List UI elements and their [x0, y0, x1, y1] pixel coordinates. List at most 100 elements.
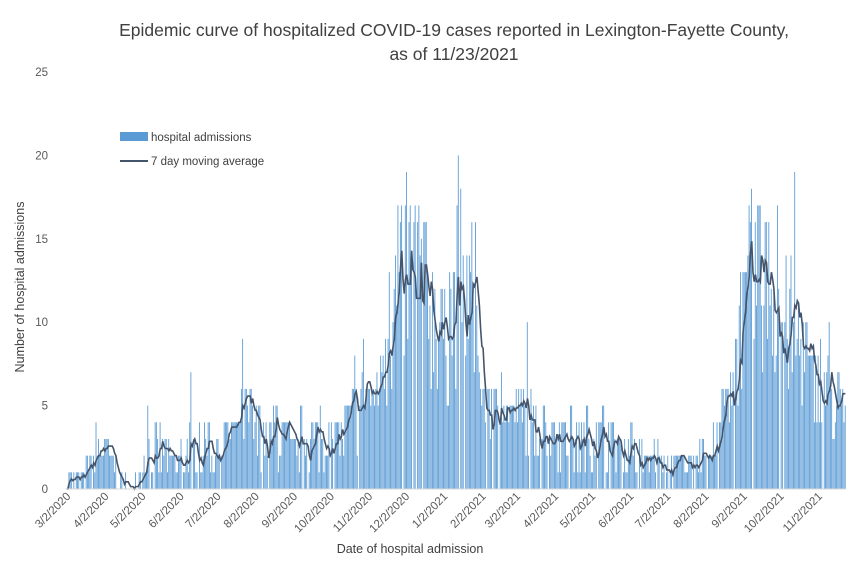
admission-bar: [657, 438, 659, 489]
admission-bar: [563, 422, 565, 489]
admission-bar: [810, 355, 812, 489]
x-tick-label: 4/2/2021: [521, 491, 561, 531]
admission-bar: [120, 472, 122, 489]
admission-bar: [423, 222, 425, 489]
admission-bar: [653, 438, 655, 489]
admission-bar: [385, 338, 387, 489]
admission-bar: [439, 322, 441, 489]
admission-bar: [360, 388, 362, 489]
admission-bar: [546, 455, 548, 489]
admission-bar: [332, 438, 334, 489]
admission-bar: [207, 422, 209, 489]
admission-bar: [552, 422, 554, 489]
admission-bar: [730, 372, 732, 489]
admission-bar: [201, 472, 203, 489]
admission-bar: [551, 422, 553, 489]
admission-bar: [223, 422, 225, 489]
admission-bar: [687, 472, 688, 489]
admission-bar: [778, 288, 780, 489]
admission-bar: [168, 438, 170, 489]
admission-bar: [618, 438, 619, 489]
x-tick-label: 10/2/2020: [292, 491, 337, 536]
admission-bar: [102, 455, 104, 489]
admission-bar: [817, 355, 819, 489]
admission-bar: [703, 438, 704, 489]
x-tick-label: 3/2/2021: [483, 491, 523, 531]
admission-bar: [90, 455, 92, 489]
admission-bar: [537, 455, 539, 489]
admission-bar: [636, 472, 638, 489]
admission-bar: [795, 355, 797, 489]
admission-bar: [78, 472, 80, 489]
admission-bar: [807, 355, 809, 489]
admission-bar: [586, 405, 587, 489]
admission-bar: [461, 322, 463, 489]
admission-bar: [700, 472, 702, 489]
admission-bar: [804, 372, 805, 489]
admission-bar: [221, 455, 223, 489]
admission-bar: [440, 288, 442, 489]
admission-bar: [582, 438, 584, 489]
admission-bar: [726, 388, 728, 489]
admission-bar: [85, 455, 87, 489]
admission-bar: [599, 422, 601, 489]
admission-bar: [827, 355, 829, 489]
admission-bar: [374, 405, 375, 489]
admission-bar: [430, 388, 432, 489]
admission-bar: [647, 455, 649, 489]
admission-bar: [622, 472, 624, 489]
admission-bar: [483, 388, 485, 489]
admission-bar: [508, 422, 510, 489]
admission-bar: [606, 472, 608, 489]
admission-bar: [427, 272, 428, 489]
admission-bar: [688, 455, 690, 489]
admission-bar: [349, 405, 351, 489]
admission-bar: [509, 405, 511, 489]
admission-bar: [579, 472, 581, 489]
admission-bar: [111, 455, 113, 489]
admission-bar: [183, 472, 184, 489]
admission-bar: [169, 455, 171, 489]
admission-bar: [194, 438, 196, 489]
admission-bar: [613, 422, 614, 489]
admission-bar: [291, 438, 293, 489]
admission-bar: [186, 438, 188, 489]
admission-bar: [811, 355, 813, 489]
admission-bar: [257, 455, 258, 489]
admission-bar: [264, 455, 266, 489]
admission-bar: [450, 288, 452, 489]
admission-bar: [270, 422, 272, 489]
admission-bar: [388, 272, 390, 489]
admission-bar: [240, 388, 242, 489]
admission-bar: [263, 422, 265, 489]
admission-bar: [503, 405, 505, 489]
admission-bar: [314, 422, 316, 489]
admission-bar: [217, 438, 219, 489]
admission-bar: [525, 455, 527, 489]
admission-bar: [457, 155, 459, 489]
admission-bar: [581, 422, 582, 489]
admission-bar: [334, 422, 336, 489]
admission-bar: [135, 472, 136, 489]
admission-bar: [556, 438, 558, 489]
admission-bar: [95, 422, 97, 489]
admission-bar: [445, 355, 447, 489]
admission-bar: [376, 372, 378, 489]
admission-bar: [213, 472, 215, 489]
admission-bar: [417, 222, 419, 489]
y-tick-label: 20: [35, 150, 48, 162]
admission-bar: [714, 455, 716, 489]
admission-bar: [513, 405, 515, 489]
admission-bar: [377, 405, 379, 489]
admission-bar: [254, 422, 256, 489]
admission-bar: [698, 472, 700, 489]
admission-bar: [727, 388, 729, 489]
admission-bar: [364, 405, 366, 489]
admission-bar: [255, 405, 257, 489]
admission-bar: [841, 405, 842, 489]
admission-bar: [397, 205, 399, 489]
admission-bar: [765, 222, 767, 489]
admission-bar: [478, 372, 480, 489]
admission-bar: [227, 422, 229, 489]
admission-bar: [707, 455, 709, 489]
